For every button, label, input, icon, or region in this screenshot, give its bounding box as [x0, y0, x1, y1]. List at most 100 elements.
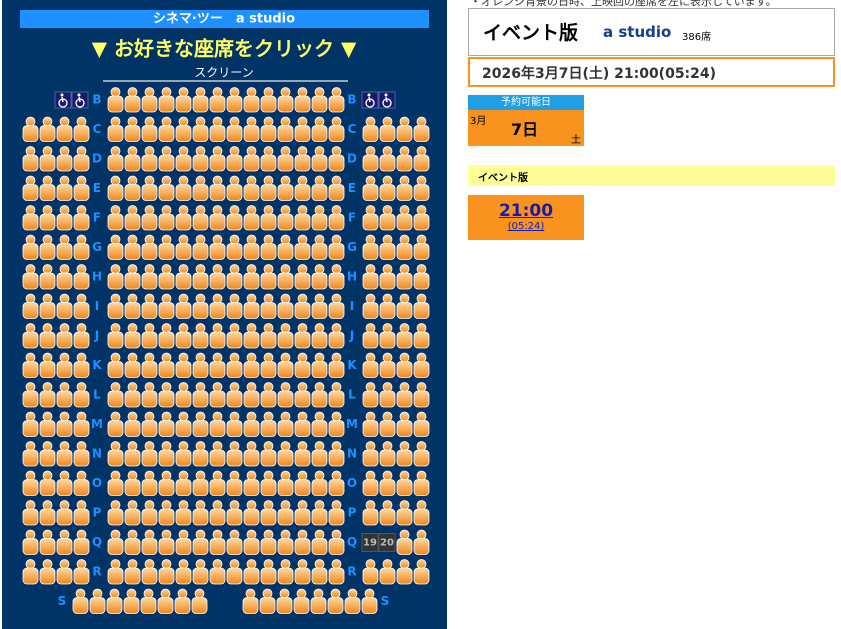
seat[interactable]: [379, 323, 396, 349]
seat[interactable]: [192, 529, 209, 555]
seat[interactable]: [124, 559, 141, 585]
seat[interactable]: [277, 382, 294, 408]
seat[interactable]: [192, 175, 209, 201]
seat[interactable]: [379, 234, 396, 260]
seat[interactable]: [277, 411, 294, 437]
seat[interactable]: [141, 529, 158, 555]
seat[interactable]: [73, 293, 90, 319]
seat[interactable]: [226, 175, 243, 201]
seat[interactable]: [260, 411, 277, 437]
seat[interactable]: [243, 146, 260, 172]
seat[interactable]: [158, 559, 175, 585]
seat[interactable]: [209, 382, 226, 408]
seat[interactable]: [124, 175, 141, 201]
seat[interactable]: [22, 382, 39, 408]
seat[interactable]: [379, 470, 396, 496]
seat[interactable]: [311, 323, 328, 349]
seat[interactable]: [158, 264, 175, 290]
seat[interactable]: [276, 588, 293, 614]
seat[interactable]: [73, 559, 90, 585]
seat[interactable]: [158, 470, 175, 496]
seat[interactable]: [157, 588, 174, 614]
seat[interactable]: [123, 588, 140, 614]
seat[interactable]: [243, 293, 260, 319]
seat[interactable]: [89, 588, 106, 614]
seat[interactable]: [226, 441, 243, 467]
seat[interactable]: [107, 382, 124, 408]
seat[interactable]: [124, 352, 141, 378]
seat[interactable]: [226, 116, 243, 142]
seat[interactable]: [192, 205, 209, 231]
seat[interactable]: [260, 234, 277, 260]
seat[interactable]: [107, 175, 124, 201]
seat[interactable]: [192, 470, 209, 496]
seat[interactable]: [73, 441, 90, 467]
seat[interactable]: [175, 411, 192, 437]
seat[interactable]: [73, 205, 90, 231]
seat[interactable]: [73, 116, 90, 142]
seat[interactable]: [328, 175, 345, 201]
seat[interactable]: [56, 323, 73, 349]
seat[interactable]: [328, 234, 345, 260]
seat[interactable]: [328, 352, 345, 378]
seat[interactable]: [175, 529, 192, 555]
seat[interactable]: [107, 411, 124, 437]
seat[interactable]: [192, 411, 209, 437]
seat[interactable]: [260, 146, 277, 172]
seat[interactable]: [209, 352, 226, 378]
seat[interactable]: [362, 116, 379, 142]
seat[interactable]: [362, 411, 379, 437]
seat[interactable]: [158, 382, 175, 408]
seat[interactable]: [311, 529, 328, 555]
seat[interactable]: [243, 205, 260, 231]
seat[interactable]: [192, 234, 209, 260]
seat[interactable]: [311, 87, 328, 113]
end-time[interactable]: (05:24): [507, 221, 545, 232]
seat[interactable]: [277, 87, 294, 113]
seat[interactable]: [413, 205, 430, 231]
seat[interactable]: [294, 500, 311, 526]
seat[interactable]: [379, 116, 396, 142]
seat[interactable]: [294, 470, 311, 496]
seat[interactable]: [243, 234, 260, 260]
seat[interactable]: [107, 441, 124, 467]
seat[interactable]: [243, 323, 260, 349]
seat[interactable]: [22, 529, 39, 555]
seat[interactable]: [141, 352, 158, 378]
seat[interactable]: [107, 559, 124, 585]
seat[interactable]: [362, 175, 379, 201]
seat[interactable]: [294, 352, 311, 378]
seat[interactable]: [106, 588, 123, 614]
seat[interactable]: [277, 234, 294, 260]
seat[interactable]: [22, 352, 39, 378]
seat[interactable]: [124, 323, 141, 349]
seat[interactable]: [158, 293, 175, 319]
seat[interactable]: [328, 470, 345, 496]
seat[interactable]: [413, 293, 430, 319]
seat[interactable]: [22, 411, 39, 437]
seat[interactable]: [311, 205, 328, 231]
seat[interactable]: [396, 470, 413, 496]
seat[interactable]: [22, 146, 39, 172]
seat[interactable]: [209, 500, 226, 526]
seat[interactable]: [379, 411, 396, 437]
seat[interactable]: [56, 293, 73, 319]
seat[interactable]: [277, 323, 294, 349]
seat[interactable]: [73, 470, 90, 496]
seat[interactable]: [362, 382, 379, 408]
seat[interactable]: [311, 293, 328, 319]
seat[interactable]: [140, 588, 157, 614]
showtime[interactable]: 21:00: [498, 201, 554, 221]
seat[interactable]: [328, 441, 345, 467]
seat[interactable]: [209, 87, 226, 113]
seat[interactable]: [192, 116, 209, 142]
seat[interactable]: [379, 441, 396, 467]
seat[interactable]: [361, 588, 378, 614]
seat[interactable]: [396, 441, 413, 467]
seat[interactable]: [243, 559, 260, 585]
seat[interactable]: [158, 205, 175, 231]
seat[interactable]: [124, 382, 141, 408]
seat[interactable]: [39, 441, 56, 467]
seat[interactable]: [328, 264, 345, 290]
seat[interactable]: [413, 146, 430, 172]
